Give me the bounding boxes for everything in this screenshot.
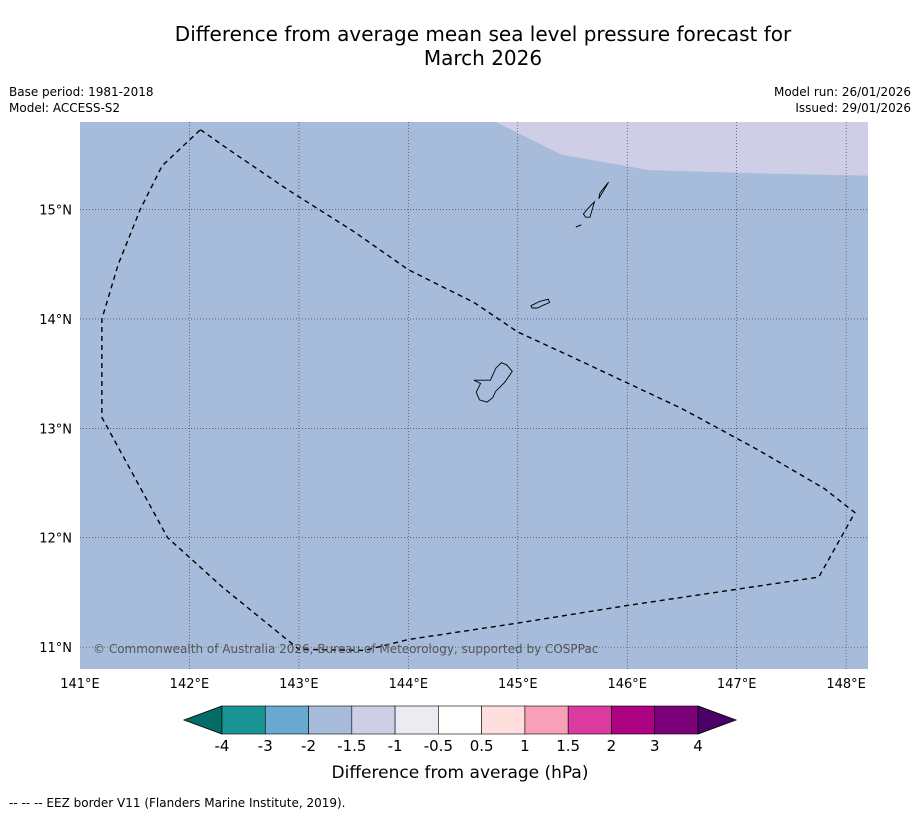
eez-footnote: -- -- -- EEZ border V11 (Flanders Marine… — [9, 796, 346, 810]
copyright-text: © Commonwealth of Australia 2026, Bureau… — [93, 642, 598, 656]
eez-border — [101, 129, 856, 652]
colorbar-segment — [264, 705, 309, 735]
lon-tick-label: 146°E — [607, 677, 647, 692]
lon-tick-label: 145°E — [498, 677, 538, 692]
colorbar-label: Difference from average (hPa) — [332, 763, 589, 783]
base-period-info: Base period: 1981-2018 Model: ACCESS-S2 — [9, 84, 154, 116]
colorbar: -4 -3 -2 -1.5 -1 -0.5 0.5 1 1.5 2 3 4 — [182, 705, 738, 755]
colorbar-tick-label: 1 — [520, 737, 530, 755]
model-run-info: Model run: 26/01/2026 Issued: 29/01/2026 — [774, 84, 911, 116]
pressure-anomaly-region — [495, 122, 868, 176]
map-title: Difference from average mean sea level p… — [80, 22, 886, 70]
islands — [473, 181, 609, 403]
title-line-2: March 2026 — [423, 46, 543, 70]
base-period-text: Base period: 1981-2018 — [9, 85, 154, 99]
colorbar-tick-label: -0.5 — [424, 737, 453, 755]
lat-tick-label: 12°N — [39, 532, 72, 547]
colorbar-extend-low — [182, 705, 223, 735]
lon-tick-label: 143°E — [279, 677, 319, 692]
colorbar-segment — [654, 705, 699, 735]
colorbar-segment — [308, 705, 353, 735]
colorbar-segment — [611, 705, 656, 735]
island-saipan — [598, 181, 609, 199]
colorbar-tick-label: 1.5 — [556, 737, 580, 755]
lon-tick-label: 141°E — [60, 677, 100, 692]
lon-tick-label: 142°E — [170, 677, 210, 692]
colorbar-tick-label: -1.5 — [337, 737, 366, 755]
colorbar-segment — [481, 705, 526, 735]
colorbar-tick-label: 0.5 — [470, 737, 494, 755]
colorbar-segment — [524, 705, 569, 735]
colorbar-tick-label: 4 — [693, 737, 703, 755]
island-rota — [530, 298, 551, 309]
gridlines — [80, 122, 868, 669]
island-tinian — [582, 200, 596, 218]
colorbar-segment — [221, 705, 266, 735]
model-text: Model: ACCESS-S2 — [9, 101, 121, 115]
lon-tick-label: 148°E — [826, 677, 866, 692]
model-run-text: Model run: 26/01/2026 — [773, 85, 911, 99]
colorbar-segment — [394, 705, 439, 735]
lat-tick-label: 15°N — [39, 204, 72, 219]
longitude-ticks: 141°E 142°E 143°E 144°E 145°E 146°E 147°E 148°E — [60, 677, 866, 692]
map-panel: © Commonwealth of Australia 2026, Bureau… — [80, 122, 868, 669]
colorbar-tick-label: -4 — [215, 737, 230, 755]
title-line-1: Difference from average mean sea level p… — [174, 22, 792, 46]
lat-tick-label: 11°N — [39, 641, 72, 656]
colorbar-tick-label: -2 — [301, 737, 316, 755]
colorbar-segment — [567, 705, 612, 735]
lat-tick-label: 14°N — [39, 313, 72, 328]
colorbar-segment — [351, 705, 396, 735]
colorbar-tick-label: 3 — [650, 737, 660, 755]
colorbar-segment — [438, 705, 482, 735]
lat-tick-label: 13°N — [39, 422, 72, 437]
colorbar-tick-label: 2 — [607, 737, 617, 755]
colorbar-tick-label: -3 — [258, 737, 273, 755]
latitude-ticks: 11°N 12°N 13°N 14°N 15°N — [39, 204, 72, 657]
island-aguijan — [575, 224, 582, 228]
colorbar-tick-label: -1 — [388, 737, 403, 755]
island-guam — [473, 362, 513, 403]
issued-text: Issued: 29/01/2026 — [795, 101, 911, 115]
lon-tick-label: 144°E — [389, 677, 429, 692]
lon-tick-label: 147°E — [717, 677, 757, 692]
colorbar-extend-high — [697, 705, 738, 735]
